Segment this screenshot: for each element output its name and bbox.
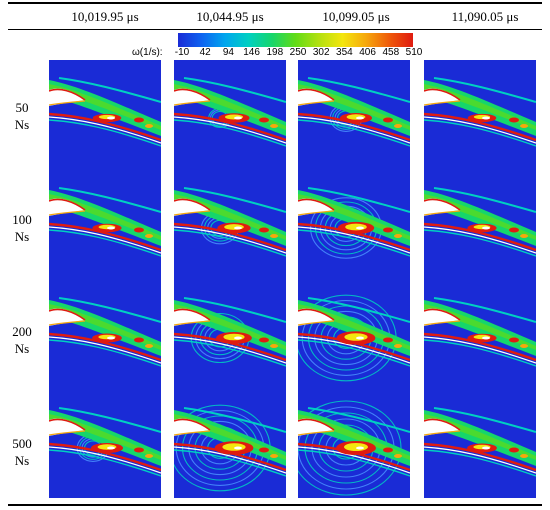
vorticity-contour-image bbox=[49, 60, 161, 170]
row-unit: Ns bbox=[14, 453, 30, 468]
column-header-4: 11,090.05 μs bbox=[451, 9, 519, 24]
row-label-50: 50 Ns bbox=[0, 99, 44, 133]
colorbar-tick-label: -10 bbox=[174, 47, 190, 58]
vorticity-contour-image bbox=[298, 170, 410, 280]
row-unit: Ns bbox=[14, 117, 30, 132]
column-header-3: 10,099.05 μs bbox=[322, 9, 390, 24]
vorticity-contour-image bbox=[174, 170, 286, 280]
vorticity-contour-image bbox=[298, 60, 410, 170]
vorticity-contour-image bbox=[49, 170, 161, 280]
vorticity-contour-image bbox=[49, 390, 161, 498]
colorbar-title: ω(1/s): bbox=[132, 47, 163, 58]
row-number: 200 bbox=[12, 324, 32, 339]
colorbar-ticks: -10 42 94 146 198 250 302 354 406 458 510 bbox=[175, 47, 423, 59]
colorbar-tick-label: 250 bbox=[289, 47, 307, 58]
vorticity-contour-image bbox=[298, 280, 410, 390]
row-unit: Ns bbox=[14, 229, 30, 244]
vorticity-panel-r4-c4 bbox=[424, 390, 536, 498]
top-rule-thick bbox=[8, 2, 542, 4]
colorbar-tick-label: 458 bbox=[382, 47, 400, 58]
vorticity-panel-r2-c2 bbox=[174, 170, 286, 280]
row-label-200: 200 Ns bbox=[0, 323, 44, 357]
vorticity-panel-r2-c1 bbox=[49, 170, 161, 280]
vorticity-panel-r3-c3 bbox=[298, 280, 410, 390]
colorbar-tick-label: 146 bbox=[243, 47, 260, 58]
vorticity-contour-image bbox=[174, 60, 286, 170]
colorbar-tick-label: 198 bbox=[266, 47, 284, 58]
vorticity-contour-image bbox=[424, 170, 536, 280]
row-label-500: 500 Ns bbox=[0, 435, 44, 469]
row-label-100: 100 Ns bbox=[0, 211, 44, 245]
vorticity-contour-image bbox=[49, 280, 161, 390]
vorticity-panel-r4-c3 bbox=[298, 390, 410, 498]
vorticity-panel-r4-c2 bbox=[174, 390, 286, 498]
row-number: 100 bbox=[12, 212, 32, 227]
colorbar-tick-label: 94 bbox=[222, 47, 234, 58]
bottom-rule bbox=[8, 504, 542, 506]
vorticity-contour-image bbox=[424, 60, 536, 170]
vorticity-contour-image bbox=[174, 390, 286, 498]
colorbar-tick-label: 302 bbox=[312, 47, 330, 58]
colorbar-fill bbox=[178, 33, 413, 47]
colorbar-tick-label: 406 bbox=[359, 47, 376, 58]
row-number: 50 bbox=[15, 100, 29, 115]
header-rule bbox=[8, 29, 542, 30]
vorticity-panel-r1-c2 bbox=[174, 60, 286, 170]
vorticity-panel-r1-c4 bbox=[424, 60, 536, 170]
vorticity-panel-r1-c3 bbox=[298, 60, 410, 170]
vorticity-contour-image bbox=[424, 390, 536, 498]
row-number: 500 bbox=[12, 436, 32, 451]
vorticity-panel-r3-c2 bbox=[174, 280, 286, 390]
vorticity-panel-r2-c4 bbox=[424, 170, 536, 280]
vorticity-contour-image bbox=[424, 280, 536, 390]
vorticity-contour-image bbox=[174, 280, 286, 390]
colorbar-tick-label: 354 bbox=[336, 47, 353, 58]
vorticity-panel-r4-c1 bbox=[49, 390, 161, 498]
column-header-1: 10,019.95 μs bbox=[71, 9, 139, 24]
colorbar-tick-label: 42 bbox=[199, 47, 211, 58]
colorbar-tick-label: 510 bbox=[405, 47, 423, 58]
vorticity-panel-r1-c1 bbox=[49, 60, 161, 170]
vorticity-panel-r3-c4 bbox=[424, 280, 536, 390]
column-header-2: 10,044.95 μs bbox=[196, 9, 264, 24]
vorticity-panel-r3-c1 bbox=[49, 280, 161, 390]
vorticity-panel-r2-c3 bbox=[298, 170, 410, 280]
vorticity-contour-image bbox=[298, 390, 410, 498]
colorbar-gradient bbox=[178, 33, 413, 47]
colorbar bbox=[178, 33, 413, 52]
row-unit: Ns bbox=[14, 341, 30, 356]
